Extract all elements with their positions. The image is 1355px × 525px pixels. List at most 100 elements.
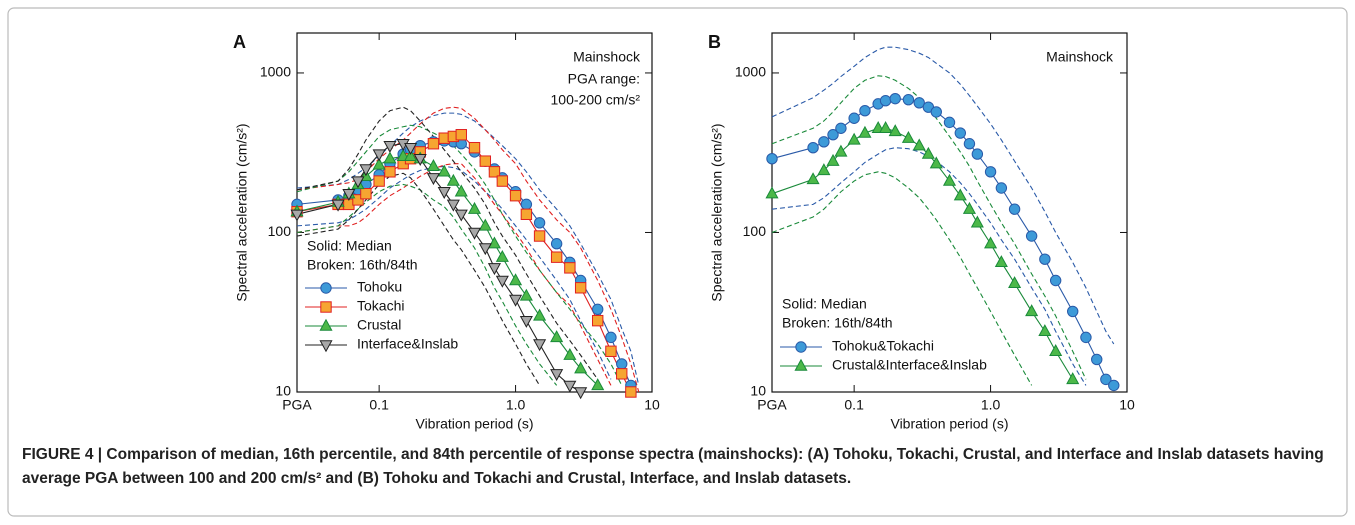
marker (826, 153, 840, 166)
x-tick-label: 10 (1119, 397, 1135, 413)
marker (605, 345, 617, 357)
marker (426, 159, 440, 171)
marker (984, 166, 997, 178)
marker (1100, 373, 1112, 386)
percentile-line (296, 165, 612, 380)
marker (488, 166, 501, 178)
marker (413, 154, 427, 166)
marker (766, 153, 778, 165)
legend-label: Tohoku&Tokachi (832, 338, 934, 354)
percentile-line (771, 75, 1087, 380)
marker (1008, 276, 1022, 289)
y-axis-label: Spectral acceleration (cm/s²) (234, 123, 250, 301)
marker (437, 164, 451, 177)
marker (1067, 305, 1079, 318)
marker (437, 187, 451, 199)
marker (929, 156, 943, 169)
marker (331, 199, 345, 212)
marker (963, 138, 976, 150)
annotation: Mainshock (573, 49, 641, 65)
y-axis-label: Spectral acceleration (cm/s²) (709, 123, 725, 301)
marker (859, 104, 871, 117)
legend-label: Tokachi (357, 298, 404, 314)
marker (879, 121, 893, 133)
marker (533, 230, 546, 242)
marker (372, 149, 386, 162)
marker (1080, 331, 1092, 344)
marker (359, 164, 373, 177)
y-tick-label: 1000 (260, 64, 291, 80)
marker (834, 144, 848, 157)
plot-frame (771, 32, 1128, 393)
marker (487, 236, 501, 249)
panel-label: A (233, 32, 246, 52)
annotation: Mainshock (1046, 49, 1114, 65)
marker (479, 155, 492, 167)
marker (807, 141, 819, 154)
marker (550, 330, 564, 343)
legend-marker (319, 318, 333, 331)
marker (1066, 372, 1080, 385)
x-tick-label: PGA (282, 397, 312, 413)
marker (468, 141, 481, 154)
legend-label: Crustal (357, 317, 401, 333)
legend-marker (794, 358, 808, 371)
marker (765, 186, 779, 199)
marker (1049, 344, 1063, 356)
marker (533, 217, 546, 229)
marker (520, 208, 533, 220)
marker (1039, 253, 1051, 265)
marker (290, 209, 304, 222)
marker (574, 282, 587, 294)
marker (509, 273, 523, 286)
marker (427, 138, 440, 150)
marker (994, 255, 1008, 268)
marker (817, 163, 831, 176)
marker (605, 331, 617, 344)
marker (1025, 304, 1039, 317)
marker (404, 142, 418, 155)
marker (495, 275, 509, 288)
marker (616, 368, 628, 380)
percentile-line (296, 124, 623, 386)
marker (533, 339, 547, 352)
marker (901, 130, 915, 143)
marker (352, 194, 364, 206)
marker (942, 173, 957, 186)
x-tick-label: 0.1 (369, 397, 389, 413)
marker (384, 166, 396, 178)
annotation: PGA range: (568, 71, 640, 87)
percentile-line (296, 112, 640, 386)
marker (913, 97, 925, 109)
marker (563, 380, 577, 393)
marker (550, 238, 563, 250)
marker (847, 132, 861, 145)
marker (574, 387, 588, 400)
marker (446, 199, 460, 212)
marker (592, 303, 604, 315)
percentile-line (771, 171, 1033, 386)
x-axis-label: Vibration period (s) (415, 416, 533, 432)
marker (496, 175, 509, 187)
marker (930, 106, 942, 118)
note: Broken: 16th/84th (782, 315, 893, 331)
marker (550, 369, 564, 382)
marker (509, 294, 523, 307)
marker (446, 173, 460, 186)
legend-label: Tohoku (357, 279, 402, 295)
x-tick-label: 10 (644, 397, 660, 413)
marker (564, 262, 576, 274)
median-line (296, 134, 632, 393)
percentile-line (296, 183, 558, 386)
marker (574, 361, 588, 374)
marker (943, 116, 956, 129)
marker (1091, 353, 1103, 366)
marker (879, 94, 892, 107)
marker (426, 173, 440, 186)
marker (478, 243, 492, 256)
marker (342, 189, 356, 201)
marker (888, 124, 902, 137)
legend-marker (320, 282, 332, 294)
